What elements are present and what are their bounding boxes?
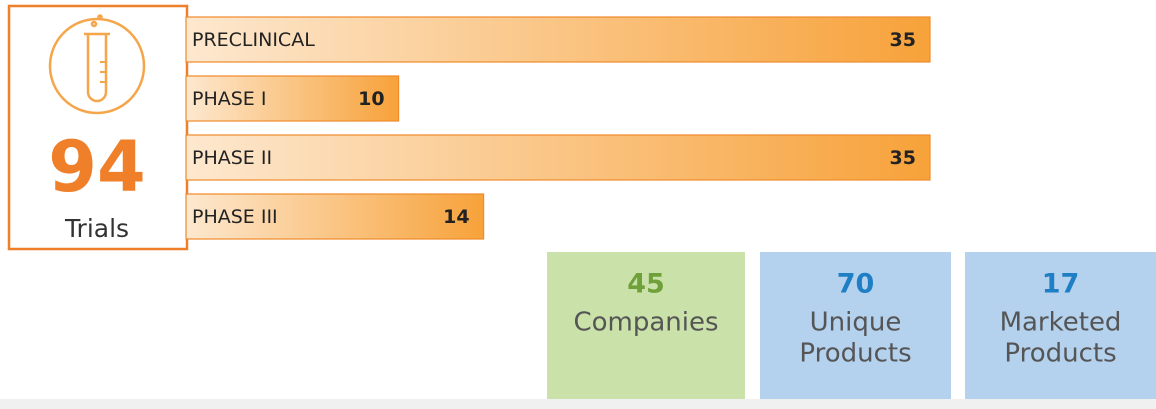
- value-label: 35: [890, 29, 916, 51]
- bar-label: PHASE I: [192, 88, 266, 110]
- summary-box: [7, 4, 189, 251]
- stat-label: Marketed: [1000, 308, 1122, 338]
- bar-label: PHASE II: [192, 147, 272, 169]
- summary-label: Trials: [64, 214, 129, 243]
- bar: [185, 75, 400, 122]
- bottom-strip: [0, 399, 1156, 409]
- value-label: 10: [358, 88, 384, 110]
- bar: [185, 193, 485, 240]
- test-tube-icon: [48, 14, 146, 115]
- stat-label: Products: [1004, 339, 1116, 369]
- stat-label: Products: [799, 339, 911, 369]
- summary-value: 94: [48, 126, 145, 208]
- bar-label: PRECLINICAL: [192, 29, 315, 51]
- stat-value: 17: [1042, 269, 1080, 300]
- stat-value: 70: [837, 269, 875, 300]
- bar-label: PHASE III: [192, 206, 278, 228]
- bar: [185, 16, 931, 63]
- value-label: 35: [890, 147, 916, 169]
- stat-box: [760, 252, 951, 399]
- bar: [185, 134, 931, 181]
- stat-label: Companies: [573, 308, 718, 338]
- stat-box: [965, 252, 1156, 399]
- stat-label: Unique: [810, 308, 902, 338]
- stat-box: [547, 252, 745, 399]
- stat-value: 45: [627, 269, 665, 300]
- value-label: 14: [443, 206, 469, 228]
